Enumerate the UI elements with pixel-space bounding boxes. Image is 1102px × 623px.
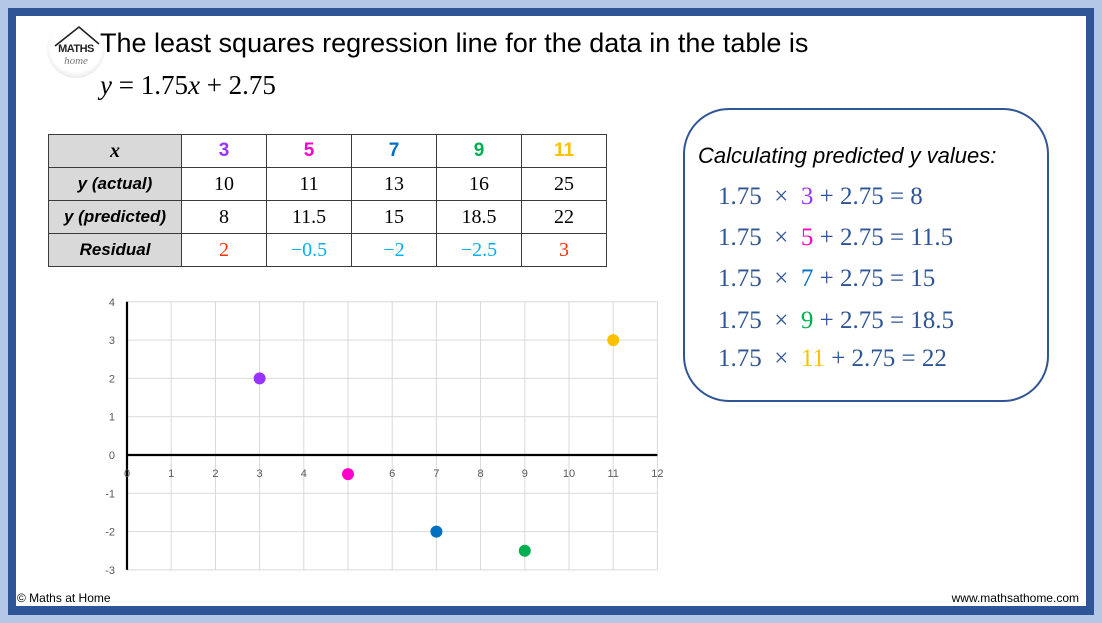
y-predicted-cell: 11.5 [266,200,352,234]
logo-maths-text: MATHS [58,43,94,55]
x-cell: 9 [436,134,522,168]
calculation-box [683,108,1049,402]
x-cell: 11 [521,134,607,168]
website-link[interactable]: www.mathsathome.com [951,591,1079,605]
y-actual-cell: 13 [351,167,437,201]
y-predicted-cell: 18.5 [436,200,522,234]
svg-text:0: 0 [109,450,115,462]
house-roof-icon [54,25,100,47]
svg-text:3: 3 [257,468,263,480]
svg-text:1: 1 [109,412,115,424]
svg-text:0: 0 [124,468,130,480]
row-label-x: x [48,134,182,168]
y-actual-cell: 25 [521,167,607,201]
svg-text:1: 1 [168,468,174,480]
calculation-x-value: 3 [800,183,814,210]
row-label-y-actual: y (actual) [48,167,182,201]
calculation-line: 1.75 × 7 + 2.75 = 15 [718,265,936,292]
residual-cell: 2 [181,233,267,267]
y-actual-cell: 11 [266,167,352,201]
data-point [518,544,531,557]
svg-text:2: 2 [109,373,115,385]
svg-text:6: 6 [389,468,395,480]
equation-intercept: + 2.75 [199,70,276,100]
regression-equation: y = 1.75x + 2.75 [100,70,276,101]
svg-text:4: 4 [301,468,307,480]
x-cell: 3 [181,134,267,168]
calculation-x-value: 5 [800,224,814,251]
svg-text:11: 11 [607,468,618,480]
chart-axes [125,301,658,570]
equation-x: x [187,70,200,100]
residual-cell: −2 [351,233,437,267]
residual-cell: −0.5 [266,233,352,267]
calculation-line: 1.75 × 9 + 2.75 = 18.5 [718,307,955,334]
svg-text:9: 9 [522,468,528,480]
svg-text:4: 4 [109,297,115,309]
x-cell: 7 [351,134,437,168]
table-row-y-actual: y (actual) 10 11 13 16 25 [48,167,607,201]
row-label-residual: Residual [48,233,182,267]
calculation-title: Calculating predicted y values: [698,143,997,168]
calculation-line: 1.75 × 3 + 2.75 = 8 [718,183,923,210]
svg-text:7: 7 [433,468,439,480]
data-point [253,372,266,385]
calculation-x-value: 7 [800,265,814,292]
residual-cell: 3 [521,233,607,267]
data-point [430,525,443,538]
logo-home-text: home [64,55,88,67]
residual-cell: −2.5 [436,233,522,267]
table-row-y-predicted: y (predicted) 8 11.5 15 18.5 22 [48,200,607,234]
chart-data-points [253,334,620,557]
calculation-x-value: 11 [800,345,825,372]
slide-title: The least squares regression line for th… [100,28,809,58]
svg-text:-3: -3 [105,565,115,577]
y-actual-cell: 16 [436,167,522,201]
y-predicted-cell: 22 [521,200,607,234]
copyright-text: © Maths at Home [17,591,111,605]
y-predicted-cell: 15 [351,200,437,234]
svg-text:-2: -2 [105,527,115,539]
table-row-residual: Residual 2 −0.5 −2 −2.5 3 [48,233,607,267]
y-actual-cell: 10 [181,167,267,201]
equation-y: y [100,70,112,100]
residual-plot: 012345678910111243210-1-2-3 [105,297,663,577]
calculation-x-value: 9 [800,307,814,334]
residual-table: x 3 5 7 9 11 y (actual) 10 11 13 16 25 y… [48,134,607,267]
equation-slope: = 1.75 [111,70,188,100]
svg-text:12: 12 [651,468,663,480]
maths-at-home-logo: MATHS home [47,20,105,78]
svg-text:2: 2 [212,468,218,480]
row-label-y-predicted: y (predicted) [48,200,182,234]
svg-text:3: 3 [109,335,115,347]
y-predicted-cell: 8 [181,200,267,234]
calculation-line: 1.75 × 11 + 2.75 = 22 [718,345,947,372]
svg-text:8: 8 [478,468,484,480]
data-point [607,334,620,347]
svg-text:-1: -1 [105,488,115,500]
calculation-line: 1.75 × 5 + 2.75 = 11.5 [718,224,954,251]
chart-tick-labels: 012345678910111243210-1-2-3 [105,297,663,577]
table-row-x: x 3 5 7 9 11 [48,134,607,168]
svg-text:10: 10 [563,468,575,480]
chart-gridlines [126,301,658,571]
x-cell: 5 [266,134,352,168]
data-point [342,468,354,481]
